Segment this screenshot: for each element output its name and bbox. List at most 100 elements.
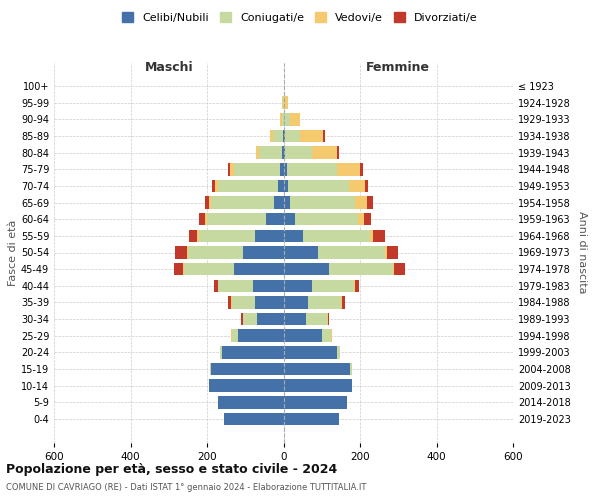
Bar: [284, 296, 308, 308]
Bar: [230, 163, 234, 175]
Bar: [253, 280, 284, 292]
Bar: [224, 412, 284, 425]
Y-axis label: Anni di nascita: Anni di nascita: [577, 211, 587, 294]
Bar: [329, 263, 392, 276]
Bar: [354, 280, 355, 292]
Bar: [322, 330, 331, 342]
Bar: [205, 196, 209, 209]
Bar: [284, 113, 290, 126]
Bar: [284, 380, 352, 392]
Bar: [349, 180, 365, 192]
Bar: [285, 130, 301, 142]
Bar: [284, 146, 286, 159]
Bar: [218, 396, 284, 408]
Bar: [288, 180, 349, 192]
Bar: [367, 196, 373, 209]
Bar: [256, 146, 259, 159]
Bar: [290, 196, 355, 209]
Bar: [211, 363, 284, 376]
Bar: [270, 130, 273, 142]
Bar: [255, 230, 284, 242]
Bar: [184, 263, 234, 276]
Bar: [210, 363, 211, 376]
Bar: [284, 363, 350, 376]
Bar: [284, 412, 339, 425]
Bar: [299, 113, 301, 126]
Bar: [337, 146, 339, 159]
Bar: [385, 246, 387, 258]
Bar: [301, 130, 323, 142]
Bar: [234, 263, 284, 276]
Bar: [312, 146, 337, 159]
Bar: [266, 213, 284, 226]
Bar: [284, 246, 318, 258]
Bar: [282, 96, 283, 109]
Bar: [214, 280, 218, 292]
Bar: [199, 213, 205, 226]
Bar: [308, 296, 341, 308]
Bar: [273, 130, 283, 142]
Bar: [295, 213, 358, 226]
Bar: [211, 196, 274, 209]
Bar: [341, 296, 344, 308]
Bar: [223, 346, 284, 358]
Bar: [373, 230, 385, 242]
Bar: [212, 180, 215, 192]
Bar: [189, 230, 197, 242]
Text: Popolazione per età, sesso e stato civile - 2024: Popolazione per età, sesso e stato civil…: [6, 462, 337, 475]
Bar: [174, 263, 183, 276]
Bar: [284, 180, 288, 192]
Text: Maschi: Maschi: [145, 62, 193, 74]
Bar: [228, 163, 230, 175]
Bar: [284, 313, 307, 326]
Bar: [244, 313, 257, 326]
Bar: [175, 246, 187, 258]
Bar: [231, 330, 232, 342]
Bar: [358, 213, 364, 226]
Bar: [286, 146, 312, 159]
Text: Femmine: Femmine: [366, 62, 430, 74]
Bar: [280, 113, 281, 126]
Bar: [207, 213, 266, 226]
Bar: [232, 296, 255, 308]
Bar: [284, 346, 337, 358]
Bar: [312, 280, 354, 292]
Bar: [284, 396, 347, 408]
Bar: [302, 230, 370, 242]
Bar: [284, 213, 295, 226]
Bar: [284, 163, 287, 175]
Bar: [284, 230, 302, 242]
Bar: [307, 313, 328, 326]
Bar: [323, 130, 325, 142]
Bar: [284, 330, 322, 342]
Bar: [209, 196, 211, 209]
Text: COMUNE DI CAVRIAGO (RE) - Dati ISTAT 1° gennaio 2024 - Elaborazione TUTTITALIA.I: COMUNE DI CAVRIAGO (RE) - Dati ISTAT 1° …: [6, 484, 367, 492]
Bar: [290, 113, 299, 126]
Bar: [284, 130, 285, 142]
Bar: [278, 180, 284, 192]
Bar: [355, 196, 367, 209]
Bar: [218, 280, 253, 292]
Bar: [355, 280, 359, 292]
Bar: [364, 213, 371, 226]
Bar: [281, 146, 284, 159]
Bar: [360, 163, 363, 175]
Bar: [209, 380, 284, 392]
Bar: [337, 163, 360, 175]
Bar: [274, 196, 284, 209]
Bar: [281, 113, 284, 126]
Bar: [205, 213, 207, 226]
Bar: [231, 296, 232, 308]
Bar: [199, 230, 255, 242]
Bar: [328, 313, 329, 326]
Bar: [228, 296, 231, 308]
Bar: [215, 180, 218, 192]
Bar: [370, 230, 373, 242]
Bar: [284, 96, 286, 109]
Bar: [242, 313, 244, 326]
Bar: [188, 246, 244, 258]
Bar: [387, 246, 398, 258]
Bar: [365, 180, 368, 192]
Bar: [287, 163, 337, 175]
Bar: [220, 346, 223, 358]
